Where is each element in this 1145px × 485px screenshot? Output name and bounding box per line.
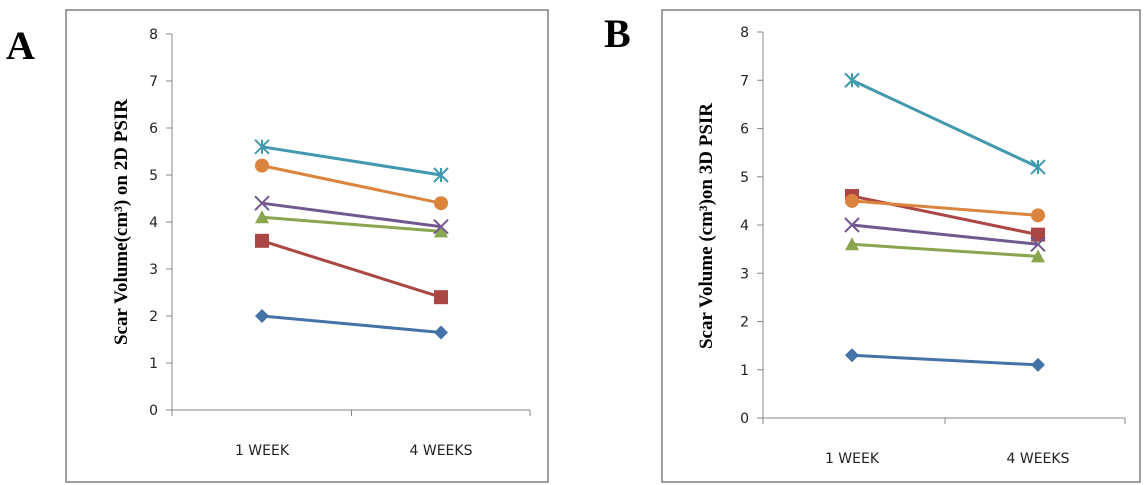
chart-a-x-tick-label: 4 WEEKS [410, 443, 473, 459]
chart-a-series-5-point [254, 139, 270, 155]
panel-label-b: B [604, 11, 631, 56]
chart-b: 0 1 2 3 4 5 6 7 8 1 WEEK 4 WEEKS Scar Volume (cm³)o… [661, 9, 1141, 483]
chart-a-series-4 [254, 195, 449, 235]
chart-a-series-1-point [255, 309, 269, 323]
chart-a-series-4-line [261, 201, 442, 229]
chart-b-series-1-point [1031, 357, 1045, 372]
chart-b-y-tick-label: 2 [740, 315, 749, 331]
chart-a-series-2-point [434, 290, 448, 305]
chart-b-series-1-line [851, 353, 1039, 367]
chart-a-y-tick-label: 7 [149, 74, 158, 90]
chart-a-y-tick-label: 0 [149, 403, 158, 419]
chart-a-series-3-point [434, 224, 448, 238]
panel-label-a: A [6, 23, 35, 68]
chart-b-x-tick-label: 1 WEEK [825, 451, 880, 467]
chart-a-y-tick-label: 6 [149, 121, 158, 137]
chart-a-series-2-line [261, 239, 442, 299]
chart-a-series-2-point [255, 233, 269, 248]
chart-a-series-2 [255, 233, 448, 305]
chart-a-y-tick-label: 1 [149, 356, 158, 372]
chart-b-series-5-point [844, 72, 860, 88]
chart-a: 0 1 2 3 4 5 6 7 8 1 WEEK 4 WEEKS Scar Volume(cm³) o… [65, 9, 549, 483]
chart-b-y-tick-label: 0 [740, 411, 749, 427]
chart-b-y-tick-label: 5 [740, 170, 749, 186]
chart-a-series-5 [254, 139, 449, 183]
chart-a-frame [65, 9, 549, 483]
chart-b-y-axis-label: Scar Volume (cm³)on 3D PSIR [696, 103, 717, 349]
chart-a-series-3-point [255, 210, 269, 224]
chart-b-series-4 [844, 217, 1046, 253]
chart-a-y-tick-label: 2 [149, 309, 158, 325]
chart-b-y-tick-label: 4 [740, 218, 749, 234]
chart-b-series-5-point [1030, 159, 1046, 175]
chart-a-y-tick-label: 4 [149, 215, 158, 231]
chart-a-series-6-point [255, 158, 269, 173]
chart-b-series-1-point [845, 348, 859, 363]
chart-b-x-tick-label: 4 WEEKS [1007, 451, 1070, 467]
chart-a-series-3 [255, 210, 448, 238]
chart-a-series-5-line [261, 145, 442, 177]
chart-b-series-3-line [851, 242, 1039, 258]
chart-b-series-1 [845, 348, 1045, 372]
chart-b-series-4-line [851, 223, 1039, 246]
chart-b-y-tick-label: 1 [740, 363, 749, 379]
chart-a-series-1-line [261, 314, 442, 334]
chart-a-series-1 [255, 309, 448, 340]
chart-b-series-4-point [1030, 236, 1046, 253]
chart-b-series-3 [845, 237, 1045, 263]
chart-a-y-tick-label: 8 [149, 27, 158, 43]
chart-a-y-axis-label: Scar Volume(cm³) on 2D PSIR [111, 99, 132, 345]
chart-a-series-6-line [261, 164, 442, 205]
chart-a-y-tick-label: 3 [149, 262, 158, 278]
chart-a-series-4-point [433, 218, 449, 235]
chart-a-series-4-point [254, 195, 270, 211]
chart-b-y-tick-label: 7 [740, 73, 749, 89]
chart-b-y-tick-label: 8 [740, 25, 749, 41]
chart-b-series-5-line [851, 78, 1039, 169]
chart-b-series-6 [845, 193, 1045, 223]
chart-b-series-5 [844, 72, 1046, 175]
chart-a-series-5-point [433, 167, 449, 183]
chart-a-x-tick-label: 1 WEEK [235, 443, 290, 459]
chart-b-frame [661, 9, 1141, 483]
chart-a-series-6 [255, 158, 448, 211]
chart-b-series-6-point [845, 193, 859, 208]
chart-a-series-6-point [434, 196, 448, 211]
chart-a-series-3-line [261, 215, 442, 233]
chart-b-y-tick-label: 3 [740, 266, 749, 282]
chart-b-series-4-point [844, 217, 860, 233]
chart-b-series-6-line [851, 199, 1039, 217]
chart-b-series-6-point [1031, 208, 1045, 223]
chart-a-y-tick-label: 5 [149, 168, 158, 184]
chart-b-series-3-point [1031, 249, 1045, 263]
chart-a-series-1-point [434, 325, 448, 340]
chart-b-series-2-point [1031, 227, 1045, 242]
chart-b-y-tick-label: 6 [740, 122, 749, 138]
chart-b-series-3-point [845, 237, 859, 251]
